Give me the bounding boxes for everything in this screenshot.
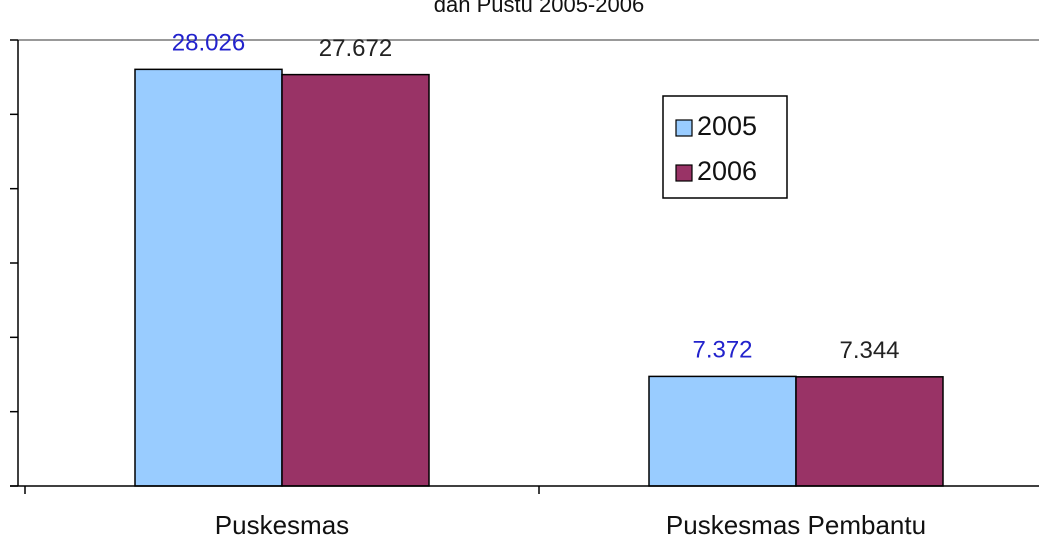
legend-label: 2006	[697, 156, 757, 186]
chart-title: dan Pustu 2005-2006	[434, 0, 644, 17]
bar	[281, 73, 430, 487]
data-label: 7.372	[692, 337, 752, 364]
bar	[134, 68, 283, 487]
legend-swatch	[675, 164, 693, 182]
x-tick-label: Puskesmas	[215, 510, 349, 540]
bar	[795, 376, 944, 487]
legend-swatch	[675, 119, 693, 137]
legend-label: 2005	[697, 111, 757, 141]
x-tick-label: Puskesmas Pembantu	[666, 510, 926, 540]
data-label: 28.026	[172, 30, 245, 57]
bar	[648, 375, 797, 487]
data-label: 27.672	[319, 35, 392, 62]
data-label: 7.344	[839, 337, 899, 364]
